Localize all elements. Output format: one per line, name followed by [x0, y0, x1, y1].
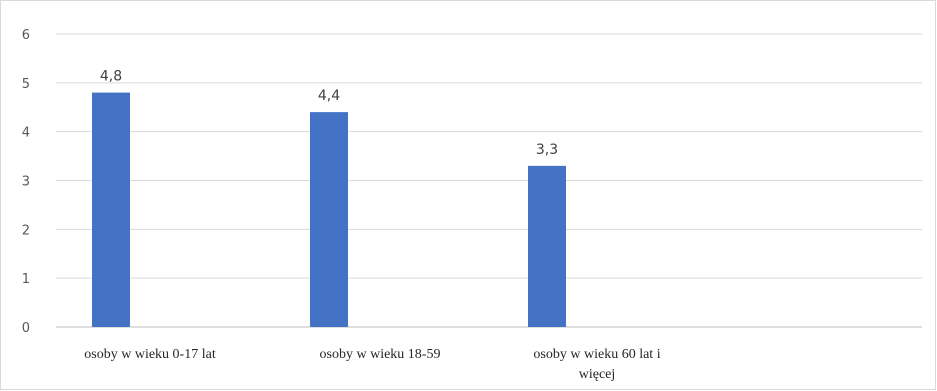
data-label: 3,3 — [536, 142, 558, 158]
bar — [92, 92, 130, 327]
data-label: 4,8 — [100, 69, 122, 85]
category-label: więcej — [579, 367, 616, 382]
y-tick-label: 1 — [22, 272, 30, 287]
y-tick-label: 3 — [22, 175, 30, 190]
bars — [92, 92, 566, 327]
category-label: osoby w wieku 18-59 — [320, 347, 441, 362]
y-tick-label: 2 — [22, 223, 30, 238]
y-tick-label: 0 — [22, 321, 30, 336]
category-label: osoby w wieku 60 lat i — [533, 347, 660, 362]
category-labels: osoby w wieku 0-17 lat osoby w wieku 18-5… — [84, 347, 660, 382]
bar — [310, 112, 348, 327]
y-tick-label: 4 — [22, 126, 30, 141]
y-tick-label: 5 — [22, 77, 30, 92]
data-labels: 4,8 4,4 3,3 — [100, 69, 558, 158]
y-tick-label: 6 — [22, 28, 30, 43]
y-axis-ticks: 0 1 2 3 4 5 6 — [22, 28, 30, 336]
bar — [528, 165, 566, 327]
gridlines — [56, 33, 922, 328]
data-label: 4,4 — [318, 88, 340, 104]
category-label: osoby w wieku 0-17 lat — [84, 347, 216, 362]
